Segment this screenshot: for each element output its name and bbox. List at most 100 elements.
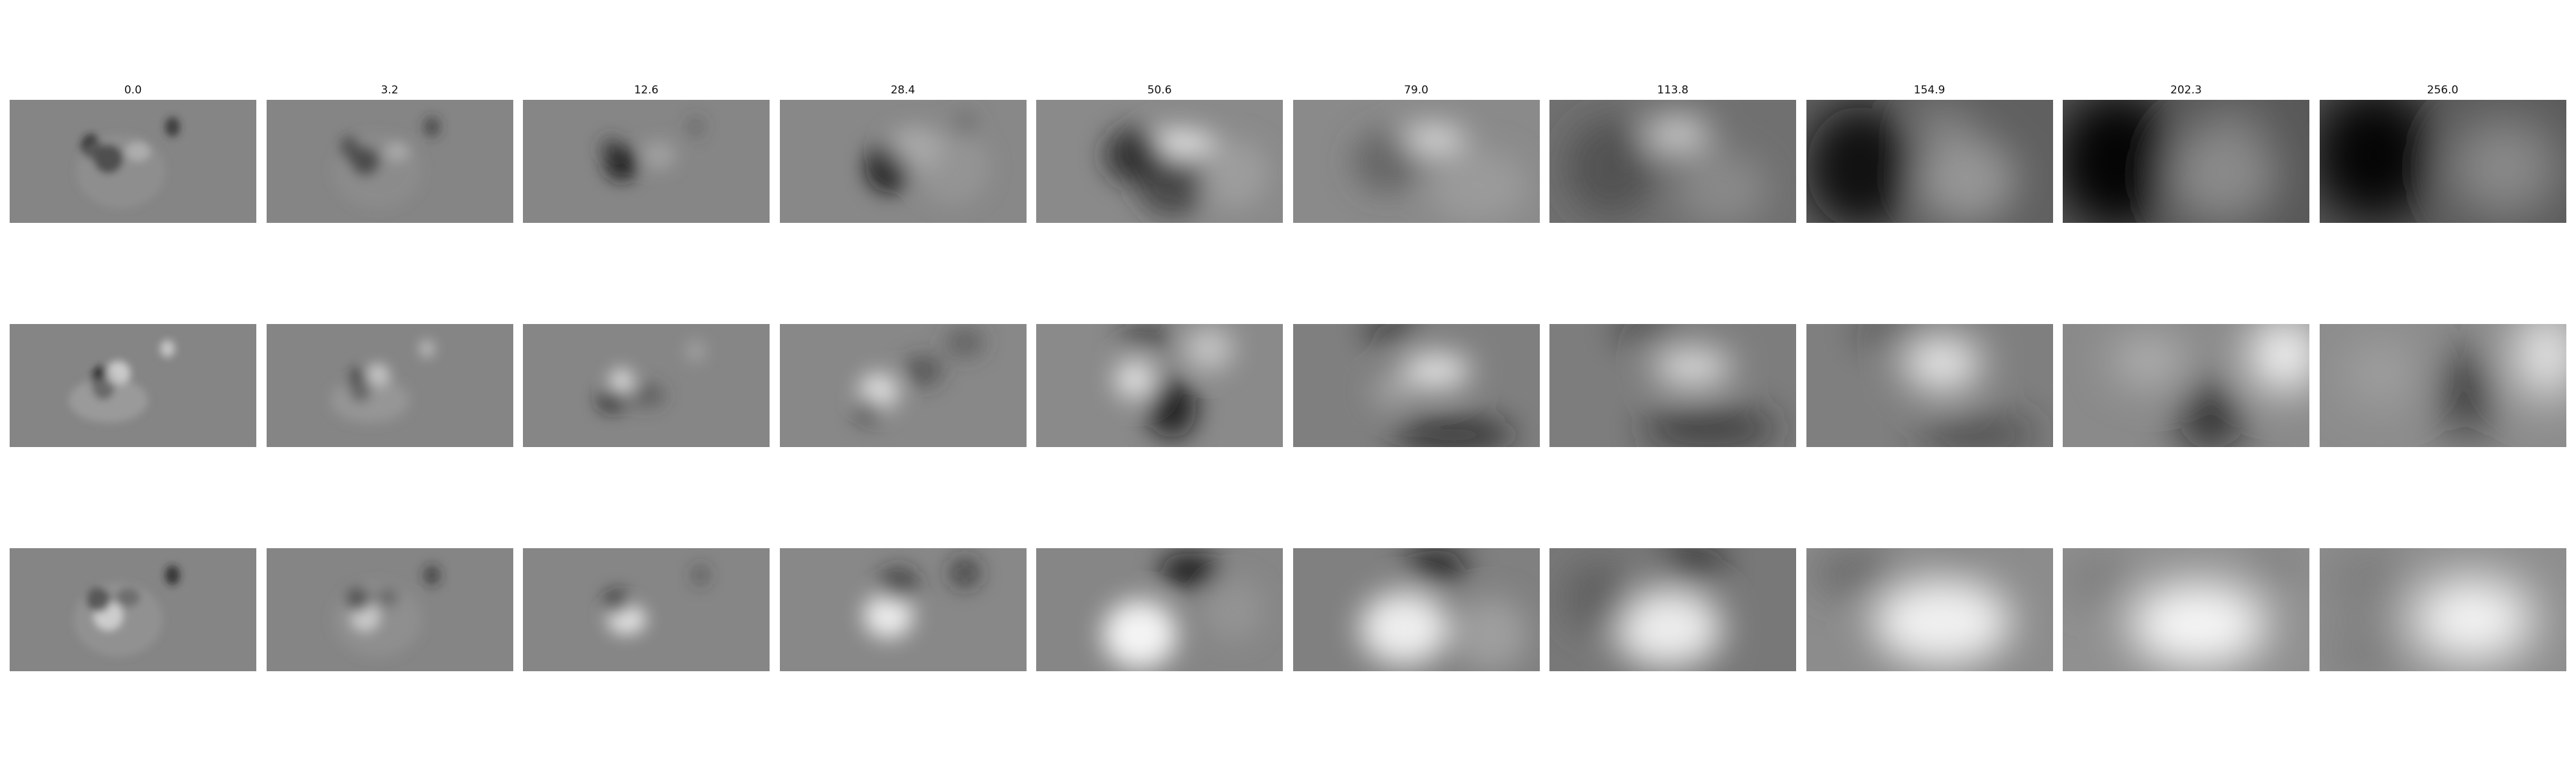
- image-panel: [10, 548, 256, 671]
- image-panel-canvas: [2063, 324, 2309, 447]
- intensity-blob: [424, 117, 439, 137]
- intensity-blob: [1857, 324, 1927, 343]
- intensity-blob: [596, 388, 627, 413]
- image-panel: [523, 100, 770, 223]
- intensity-blob: [1566, 118, 1656, 217]
- image-panel-canvas: [523, 548, 770, 671]
- intensity-blob: [1806, 106, 1915, 223]
- image-panel-canvas: [523, 324, 770, 447]
- image-panel-canvas: [2319, 548, 2566, 671]
- image-panel-canvas: [1293, 548, 1540, 671]
- image-panel-canvas: [779, 548, 1027, 671]
- image-panel: [1806, 548, 2053, 671]
- intensity-blob: [165, 565, 180, 586]
- image-panel-canvas: [266, 324, 513, 447]
- intensity-blob: [1663, 549, 1723, 584]
- intensity-blob: [1640, 406, 1779, 447]
- intensity-blob: [688, 117, 703, 137]
- intensity-blob: [1613, 589, 1723, 668]
- image-panel: [1036, 548, 1283, 671]
- intensity-blob: [1103, 600, 1177, 669]
- intensity-blob: [1361, 324, 1421, 340]
- image-panel: [2319, 548, 2566, 671]
- intensity-blob: [2450, 118, 2559, 217]
- image-panel: [523, 548, 770, 671]
- intensity-blob: [2168, 124, 2278, 223]
- image-panel: [266, 100, 513, 223]
- intensity-blob: [419, 339, 434, 358]
- image-panel-canvas: [1549, 548, 1796, 671]
- image-panel-canvas: [266, 100, 513, 223]
- image-panel: [523, 324, 770, 447]
- column-title: 3.2: [381, 84, 399, 97]
- intensity-blob: [1204, 578, 1264, 641]
- intensity-blob: [2206, 100, 2266, 137]
- intensity-blob: [1115, 361, 1155, 398]
- intensity-blob: [903, 356, 943, 386]
- image-panel-canvas: [1293, 324, 1540, 447]
- intensity-blob: [2516, 324, 2566, 398]
- image-panel: [2319, 324, 2566, 447]
- image-panel-canvas: [1036, 548, 1283, 671]
- intensity-blob: [2248, 324, 2309, 392]
- image-panel: [1806, 100, 2053, 223]
- intensity-blob: [2181, 379, 2240, 447]
- intensity-blob: [2112, 336, 2186, 386]
- image-panel: [1293, 548, 1540, 671]
- image-panel-canvas: [2063, 548, 2309, 671]
- intensity-blob: [693, 565, 708, 586]
- intensity-blob: [68, 378, 148, 423]
- intensity-blob: [1352, 129, 1421, 194]
- panel-background: [523, 548, 770, 671]
- intensity-blob: [1811, 548, 1900, 598]
- column-title: 79.0: [1404, 84, 1428, 97]
- image-panel-canvas: [10, 100, 256, 223]
- column-title: 113.8: [1657, 84, 1689, 97]
- image-panel-canvas: [2319, 100, 2566, 223]
- intensity-blob: [1198, 139, 1269, 209]
- intensity-blob: [2063, 554, 2137, 604]
- image-panel: [1806, 324, 2053, 447]
- intensity-blob: [330, 378, 410, 423]
- image-panel-canvas: [10, 548, 256, 671]
- image-panel: [10, 324, 256, 447]
- image-panel: [2063, 548, 2309, 671]
- image-panel: [1549, 100, 1796, 223]
- intensity-blob: [599, 137, 625, 162]
- image-panel: [266, 324, 513, 447]
- image-panel-canvas: [1549, 100, 1796, 223]
- intensity-blob: [1406, 549, 1466, 584]
- intensity-blob: [2324, 628, 2414, 671]
- image-panel-canvas: [1806, 324, 2053, 447]
- intensity-blob: [73, 582, 163, 657]
- intensity-blob: [2319, 100, 2436, 223]
- intensity-blob: [1917, 416, 2041, 447]
- image-panel-canvas: [10, 324, 256, 447]
- image-panel: [1036, 100, 1283, 223]
- column-title: 154.9: [1913, 84, 1946, 97]
- image-panel-canvas: [1036, 324, 1283, 447]
- intensity-blob: [1117, 324, 1177, 349]
- image-panel: [779, 100, 1027, 223]
- intensity-blob: [1184, 326, 1234, 371]
- intensity-blob: [626, 383, 667, 408]
- intensity-blob: [688, 341, 703, 361]
- image-panel-canvas: [1806, 100, 2053, 223]
- intensity-blob: [2410, 576, 2534, 663]
- intensity-blob: [1912, 106, 1972, 143]
- intensity-blob: [878, 568, 918, 603]
- image-panel: [1036, 324, 1283, 447]
- image-panel: [779, 548, 1027, 671]
- intensity-blob: [952, 112, 977, 137]
- intensity-blob: [165, 117, 180, 137]
- intensity-blob: [332, 134, 422, 209]
- image-panel-canvas: [1293, 100, 1540, 223]
- intensity-blob: [1453, 597, 1528, 671]
- intensity-blob: [1613, 324, 1683, 340]
- intensity-blob: [1359, 591, 1448, 665]
- intensity-blob: [2242, 548, 2302, 586]
- intensity-blob: [949, 558, 980, 588]
- image-panel: [1293, 100, 1540, 223]
- image-panel: [1549, 548, 1796, 671]
- intensity-blob: [1562, 560, 1636, 635]
